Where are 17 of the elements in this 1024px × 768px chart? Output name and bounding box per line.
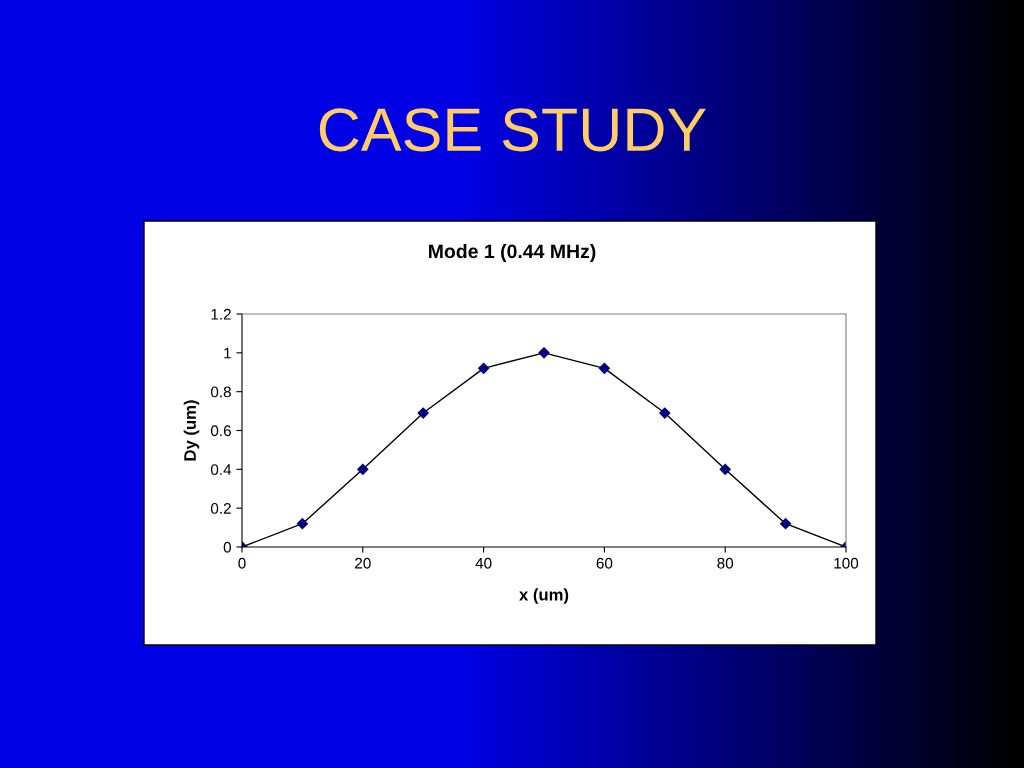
y-tick-label: 1.2 [211,308,231,320]
x-tick-label: 60 [596,557,613,569]
y-tick-label: 0.6 [210,425,231,437]
y-tick-label: 0.2 [210,503,231,514]
x-tick-label: 100 [834,557,859,569]
chart-subtitle: Mode 1 (0.44 MHz) [429,243,596,263]
x-tick-label: 40 [475,557,492,569]
x-tick-label: 0 [238,557,246,569]
y-tick-label: 0.4 [210,464,232,476]
x-tick-label: 20 [355,557,371,569]
y-tick-label: 1 [224,347,231,359]
chart-title: CASE STUDY [319,108,706,152]
y-tick-label: 0.8 [210,386,231,398]
y-axis-title: Dy (um) [183,400,200,461]
y-tick-label: 0 [223,541,231,553]
x-axis-title: x (um) [519,588,569,604]
x-tick-label: 80 [717,557,734,569]
